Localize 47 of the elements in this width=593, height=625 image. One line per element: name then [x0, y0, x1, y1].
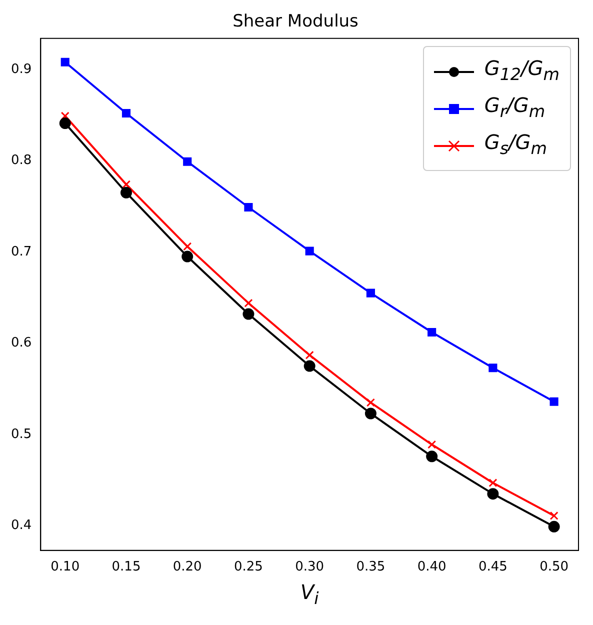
point — [548, 520, 560, 532]
point — [120, 186, 132, 198]
x-axis-title: V$_{i}$ — [299, 580, 320, 608]
y-tick-label: 0.9 — [10, 62, 32, 77]
point — [550, 397, 558, 406]
point — [122, 180, 131, 189]
point — [60, 112, 70, 120]
point — [244, 298, 253, 308]
y-tick-label: 0.8 — [10, 153, 32, 168]
x-tick-label: 0.30 — [295, 560, 324, 575]
point — [242, 308, 254, 320]
legend-label: G$_{12}$/G$_{m}$ — [484, 55, 560, 86]
x-tick-label: 0.40 — [417, 560, 446, 575]
point — [550, 511, 558, 520]
point — [59, 118, 71, 130]
point — [183, 242, 192, 251]
point — [366, 398, 375, 407]
x-tick-label: 0.25 — [234, 560, 263, 575]
y-tick-label: 0.7 — [10, 244, 32, 260]
point — [366, 288, 375, 298]
point — [488, 478, 498, 488]
chart-title: Shear Modulus — [232, 12, 359, 32]
x-tick-label: 0.15 — [112, 560, 141, 575]
point — [122, 108, 131, 118]
legend-label: G$_{r}$/G$_{m}$ — [484, 92, 546, 124]
x-tick-label: 0.20 — [172, 560, 202, 575]
y-tick-label: 0.6 — [10, 336, 32, 351]
point — [183, 157, 192, 166]
point — [305, 350, 314, 360]
point — [487, 488, 499, 500]
point — [60, 58, 70, 66]
point — [428, 328, 436, 337]
x-tick-label: 0.50 — [540, 560, 569, 575]
x-tick-label: 0.35 — [356, 560, 386, 575]
legend-label: G$_{s}$/G$_{m}$ — [484, 129, 547, 160]
y-tick-label: 0.5 — [10, 426, 32, 442]
point — [244, 202, 253, 212]
point — [488, 364, 498, 372]
y-tick-label: 0.4 — [10, 518, 32, 534]
x-tick-label: 0.10 — [50, 560, 80, 575]
point — [428, 440, 436, 449]
x-tick-label: 0.45 — [478, 560, 508, 575]
point — [305, 246, 314, 256]
point — [182, 250, 194, 262]
point — [364, 408, 376, 420]
point — [304, 360, 316, 372]
point — [426, 450, 438, 462]
